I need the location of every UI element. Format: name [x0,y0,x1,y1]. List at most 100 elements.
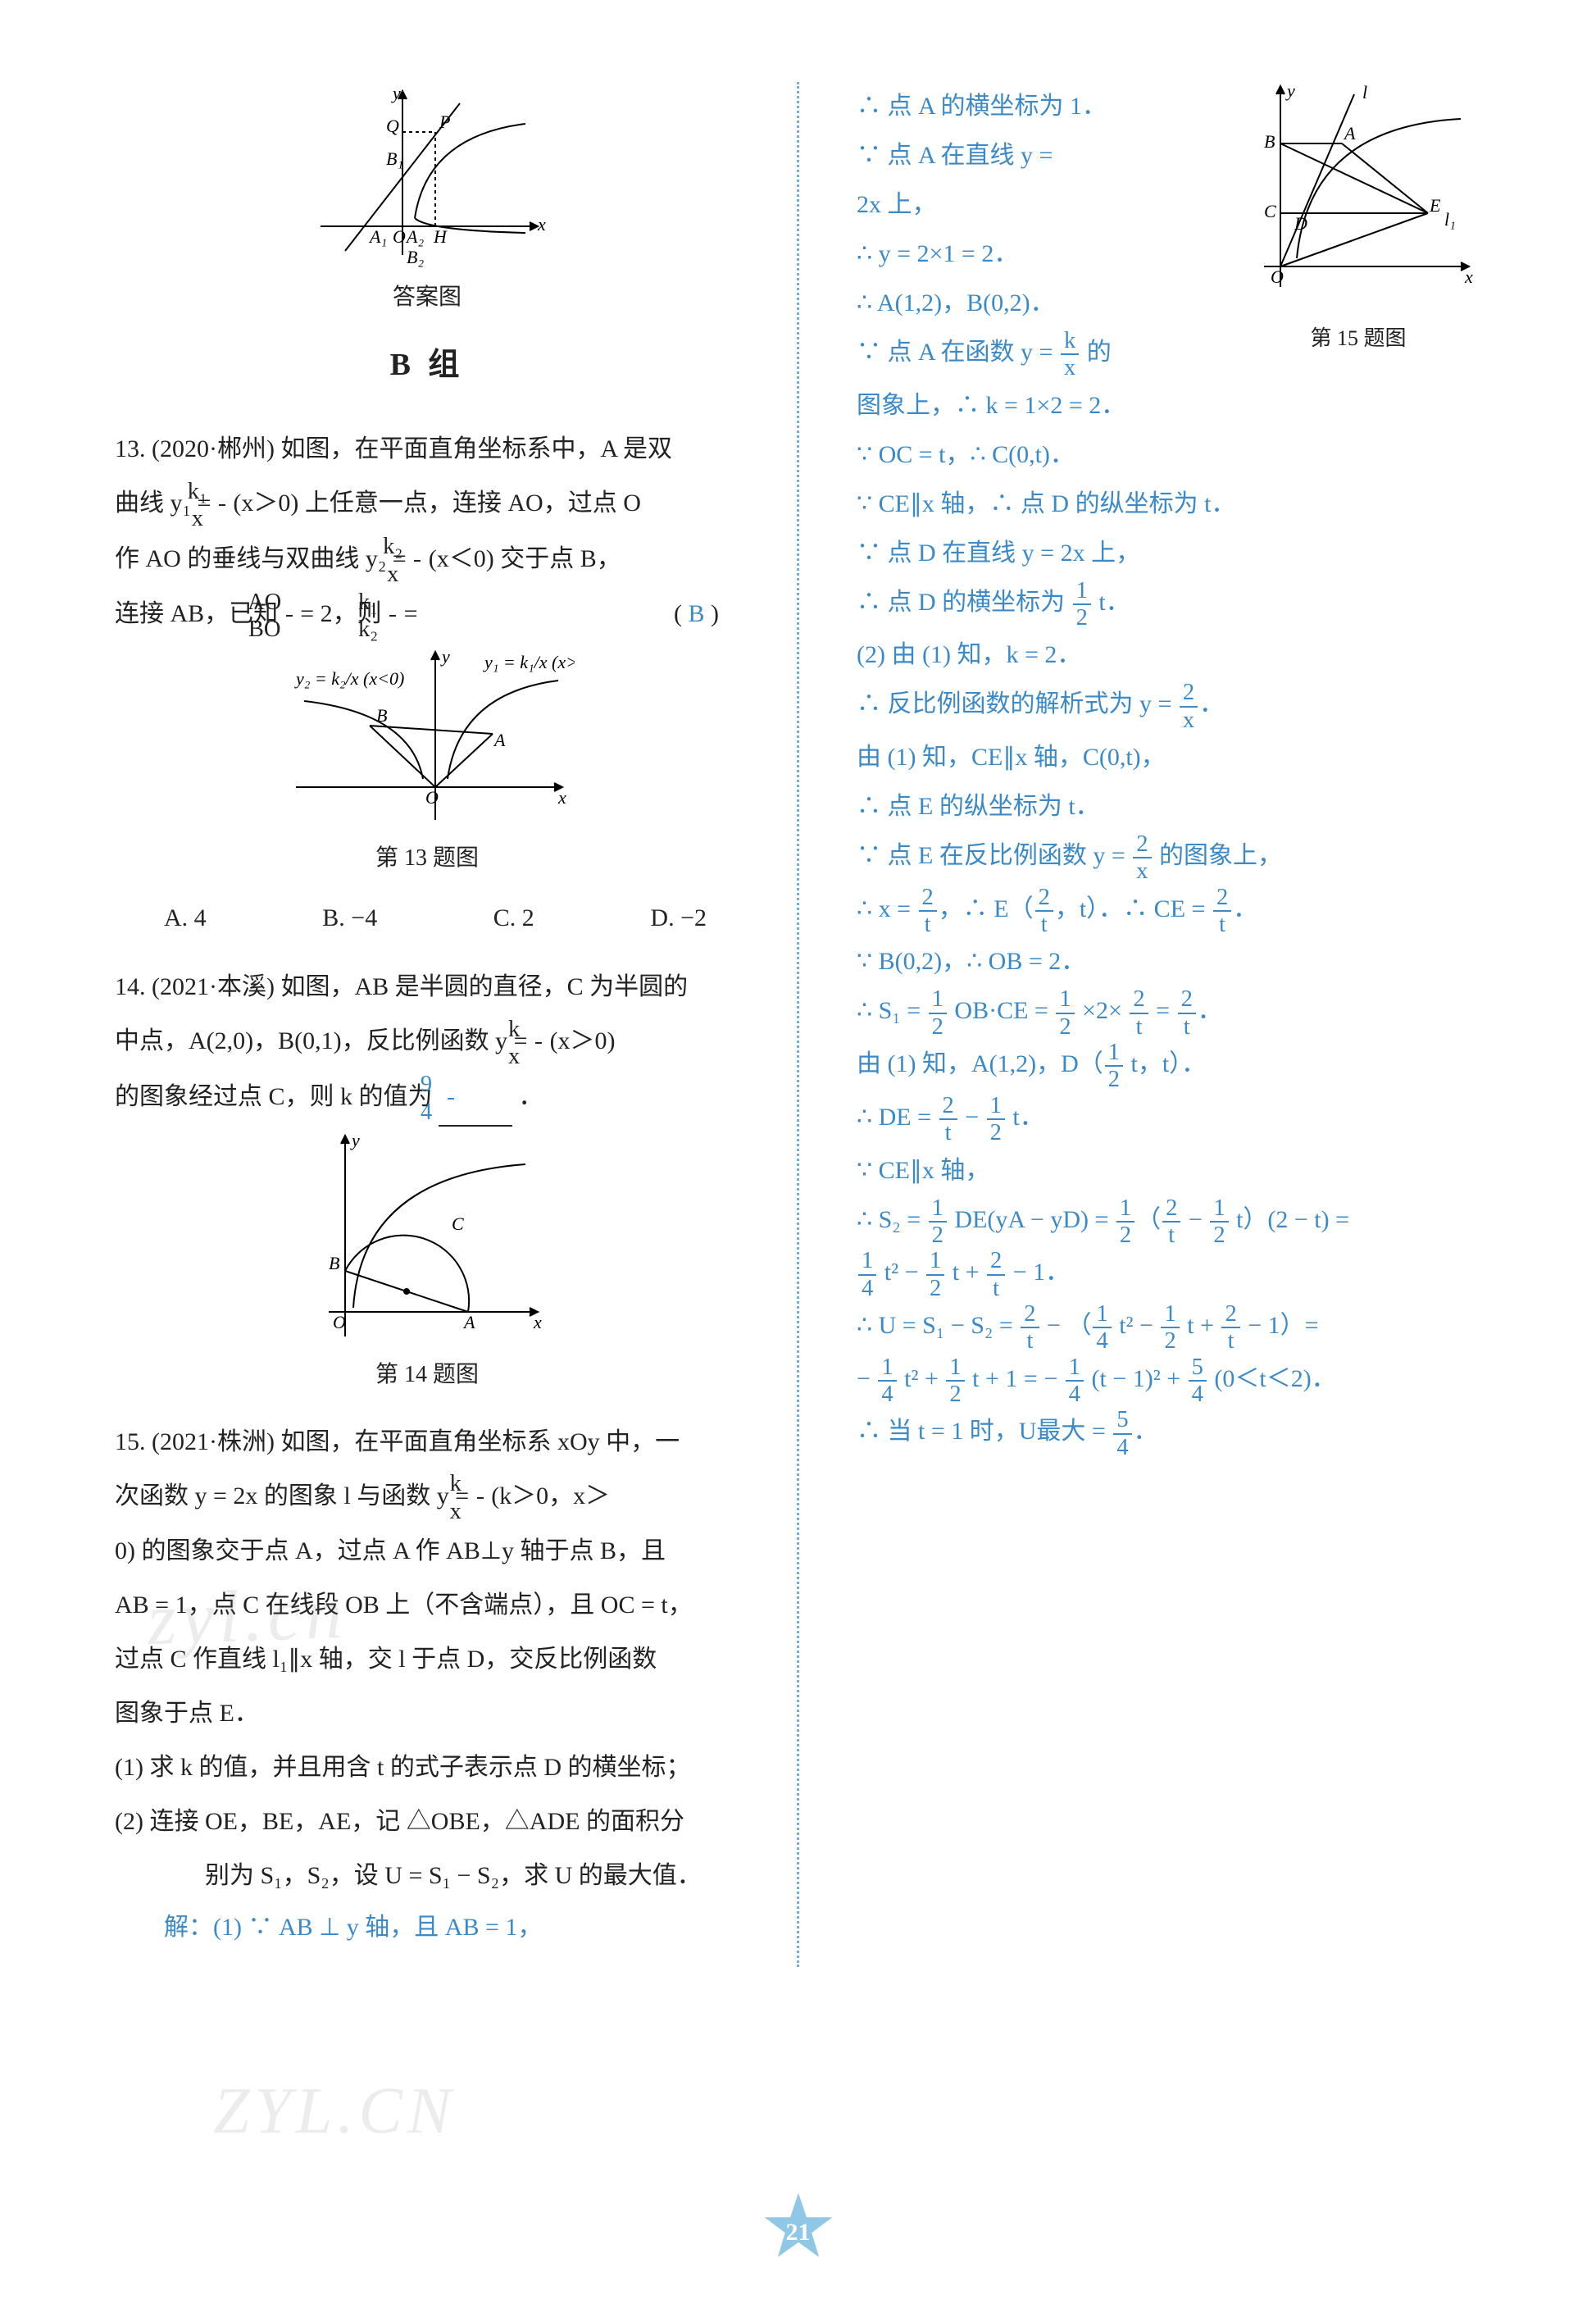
choice-B: B. −4 [322,891,377,945]
solution-line: ∴ 点 D 的横坐标为 12 t． [857,578,1481,631]
q14-l1: 如图，AB 是半圆的直径，C 为半圆的 [280,973,688,1000]
q13-answer: B [688,600,704,627]
watermark: ZYL.CN [213,2074,456,2149]
svg-text:B: B [376,705,387,726]
q15-figure-caption: 第 15 题图 [1235,315,1481,362]
svg-text:A₂: A₂ [405,226,424,247]
q15-sol-start: 解：(1) ∵ AB ⊥ y 轴，且 AB = 1， [164,1914,542,1941]
solution-line: ∵ OC = t，∴ C(0,t)． [857,430,1481,480]
right-column: O x y l A B C D E l₁ 第 15 题图 ∴ 点 A 的横坐标为… [832,82,1481,1967]
left-column: P Q B₁ A₁ A₂ H O B₂ x y 答案图 B 组 [115,82,764,1967]
q15-figure-wrap: O x y l A B C D E l₁ 第 15 题图 [1235,82,1481,362]
svg-text:C: C [452,1213,464,1234]
fraction: 12 [1161,1301,1179,1355]
q15-l2b: (k＞0，x＞ [491,1482,610,1509]
q14-figure: O A B C x y [115,1132,739,1345]
fraction: k₁k₂ [389,590,396,643]
group-b-heading: B 组 [115,331,739,400]
fraction: 12 [946,1355,964,1408]
fraction: 2t [919,885,937,938]
column-divider [797,82,799,1967]
solution-line: ∴ 点 E 的纵坐标为 t． [857,782,1481,831]
fraction: 2x [1133,831,1151,885]
solution-line: (2) 由 (1) 知，k = 2． [857,631,1481,680]
fraction: 2t [987,1248,1005,1301]
svg-text:y₁ = k₁/x (x>0): y₁ = k₁/x (x>0) [483,652,575,672]
q15-l5: 过点 C 作直线 l₁∥x 轴，交 l 于点 D，交反比例函数 [115,1646,657,1673]
q14-blank-answer: 94 [439,1070,512,1127]
q14-l3: 的图象经过点 C，则 k 的值为 [115,1083,433,1110]
question-13: 13. (2020·郴州) 如图，在平面直角坐标系中，A 是双 曲线 y₁ = … [115,422,739,945]
q15-l6: 图象于点 E． [115,1700,259,1727]
solution-line: 14 t² − 12 t + 2t − 1． [857,1248,1481,1301]
q13-text: 如图，在平面直角坐标系中，A 是双 [280,435,672,462]
q15-l4: AB = 1，点 C 在线段 OB 上（不含端点），且 OC = t， [115,1591,693,1619]
fraction: kx [1061,328,1079,381]
solution-line: 由 (1) 知，CE∥x 轴，C(0,t)， [857,733,1481,782]
fraction: k₂x [414,534,421,587]
svg-text:x: x [537,214,546,234]
question-15: 15. (2021·株洲) 如图，在平面直角坐标系 xOy 中，一 次函数 y … [115,1415,739,1952]
page: P Q B₁ A₁ A₂ H O B₂ x y 答案图 B 组 [0,0,1596,2304]
fraction: 12 [1210,1195,1228,1249]
q13-number: 13. [115,435,146,462]
q15-part1: (1) 求 k 的值，并且用含 t 的式子表示点 D 的横坐标； [115,1754,690,1781]
fraction: 2t [939,1093,957,1146]
page-number: 21 [786,2219,811,2247]
solution-line: 图象上，∴ k = 1×2 = 2． [857,381,1481,430]
choice-A: A. 4 [164,891,207,945]
fraction: 2x [1180,680,1198,733]
svg-text:B: B [329,1253,339,1273]
fraction: 2t [1178,986,1196,1040]
q14-source: (2021·本溪) [152,973,275,1000]
two-column-layout: P Q B₁ A₁ A₂ H O B₂ x y 答案图 B 组 [115,82,1481,1967]
fraction: 12 [929,1195,947,1249]
solution-line: ∴ 当 t = 1 时，U最大 = 54． [857,1407,1481,1460]
svg-text:x: x [533,1312,542,1332]
svg-text:O: O [1271,266,1284,287]
fraction: 12 [1056,986,1074,1040]
choice-C: C. 2 [493,891,534,945]
q15-figure: O x y l A B C D E l₁ [1239,82,1477,295]
svg-text:C: C [1264,201,1276,221]
svg-text:y: y [350,1132,360,1150]
svg-text:A₁: A₁ [368,226,387,247]
fraction: AOBO [286,590,293,643]
fraction: 2t [1221,1301,1239,1355]
answer-figure: P Q B₁ A₁ A₂ H O B₂ x y [115,87,739,267]
q15-l2a: 次函数 y = 2x 的图象 l 与函数 y = [115,1482,469,1509]
fraction: 12 [1073,578,1091,631]
svg-text:O: O [393,226,406,247]
fraction: 2t [1130,986,1148,1040]
solution-line: ∵ CE∥x 轴， [857,1146,1481,1195]
fraction: 12 [926,1248,944,1301]
fraction: 12 [1116,1195,1134,1249]
fraction: 14 [878,1355,896,1408]
solution-line: ∵ 点 E 在反比例函数 y = 2x 的图象上， [857,831,1481,885]
q13-l3a: 作 AO 的垂线与双曲线 y₂ = [115,545,407,572]
fraction: 54 [1113,1407,1131,1460]
q14-l2a: 中点，A(2,0)，B(0,1)，反比例函数 y = [115,1027,528,1054]
q14-l2b: (x＞0) [550,1027,616,1054]
solution-line: ∵ B(0,2)，∴ OB = 2． [857,937,1481,986]
solution-line: ∴ S₂ = 12 DE(yA − yD) = 12（2t − 12 t）(2 … [857,1195,1481,1249]
q13-answer-paren: ( B ) [723,587,739,641]
svg-text:B: B [1264,131,1275,152]
q15-source: (2021·株洲) [152,1428,275,1455]
svg-text:O: O [425,787,439,808]
choice-D: D. −2 [650,891,707,945]
svg-text:B₁: B₁ [386,148,403,169]
fraction: 14 [1093,1301,1111,1355]
fraction: 2t [1035,885,1053,938]
svg-text:Q: Q [386,116,399,136]
svg-text:D: D [1294,213,1307,234]
svg-text:O: O [333,1312,346,1332]
q15-number: 15. [115,1428,146,1455]
q13-choices: A. 4 B. −4 C. 2 D. −2 [115,891,739,945]
q14-figure-caption: 第 14 题图 [115,1350,739,1400]
q14-number: 14. [115,973,146,1000]
solution-line: ∴ 反比例函数的解析式为 y = 2x． [857,680,1481,733]
q15-p2a: (2) 连接 OE，BE，AE，记 △OBE，△ADE 的面积分 [115,1808,684,1835]
q13-l3b: (x＜0) 交于点 B， [429,545,621,572]
q13-source: (2020·郴州) [152,435,275,462]
